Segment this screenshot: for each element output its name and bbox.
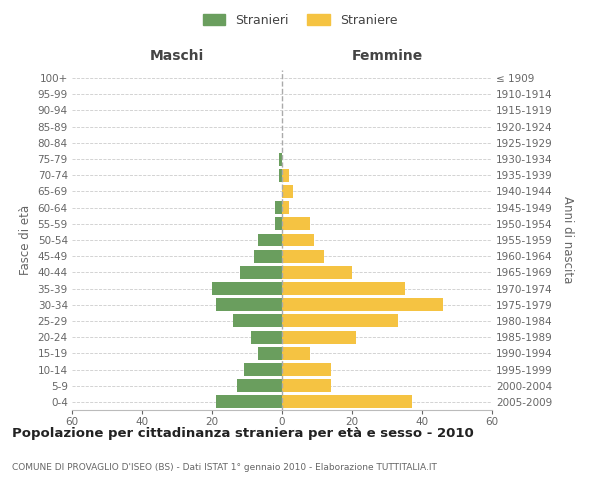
Text: Femmine: Femmine bbox=[352, 48, 422, 62]
Bar bbox=[278, 152, 282, 166]
Bar bbox=[282, 169, 289, 181]
Bar bbox=[282, 282, 404, 295]
Text: COMUNE DI PROVAGLIO D'ISEO (BS) - Dati ISTAT 1° gennaio 2010 - Elaborazione TUTT: COMUNE DI PROVAGLIO D'ISEO (BS) - Dati I… bbox=[12, 462, 437, 471]
Bar bbox=[240, 266, 282, 279]
Bar bbox=[254, 250, 282, 262]
Text: Popolazione per cittadinanza straniera per età e sesso - 2010: Popolazione per cittadinanza straniera p… bbox=[12, 428, 474, 440]
Bar bbox=[282, 330, 355, 344]
Bar bbox=[282, 396, 412, 408]
Bar bbox=[282, 363, 331, 376]
Bar bbox=[251, 330, 282, 344]
Bar bbox=[282, 218, 310, 230]
Bar bbox=[282, 201, 289, 214]
Text: Maschi: Maschi bbox=[150, 48, 204, 62]
Y-axis label: Anni di nascita: Anni di nascita bbox=[561, 196, 574, 284]
Bar bbox=[278, 169, 282, 181]
Bar bbox=[282, 234, 314, 246]
Bar bbox=[275, 218, 282, 230]
Bar bbox=[257, 347, 282, 360]
Y-axis label: Fasce di età: Fasce di età bbox=[19, 205, 32, 275]
Legend: Stranieri, Straniere: Stranieri, Straniere bbox=[197, 8, 403, 32]
Bar bbox=[212, 282, 282, 295]
Bar bbox=[215, 298, 282, 311]
Bar bbox=[282, 266, 352, 279]
Bar bbox=[282, 379, 331, 392]
Bar bbox=[257, 234, 282, 246]
Bar bbox=[282, 347, 310, 360]
Bar bbox=[233, 314, 282, 328]
Bar bbox=[282, 314, 398, 328]
Bar bbox=[275, 201, 282, 214]
Bar bbox=[236, 379, 282, 392]
Bar bbox=[215, 396, 282, 408]
Bar bbox=[244, 363, 282, 376]
Bar bbox=[282, 298, 443, 311]
Bar bbox=[282, 185, 293, 198]
Bar bbox=[282, 250, 324, 262]
